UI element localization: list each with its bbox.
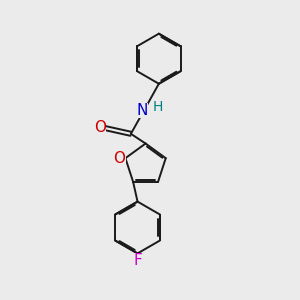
Text: O: O (113, 151, 125, 166)
Text: O: O (94, 120, 106, 135)
Text: N: N (137, 103, 148, 118)
Text: H: H (152, 100, 163, 114)
Text: F: F (133, 253, 142, 268)
